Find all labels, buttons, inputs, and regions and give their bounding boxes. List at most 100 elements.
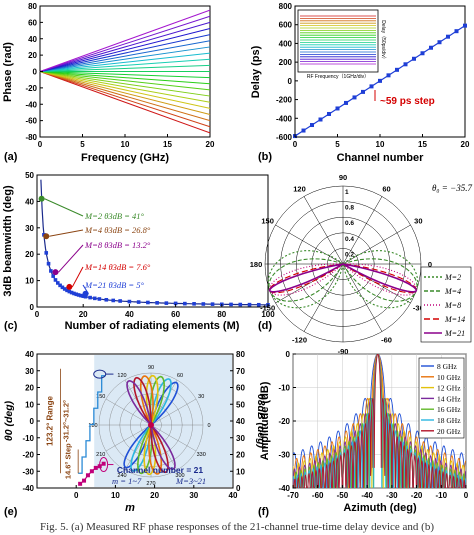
- y-tick-label: -30: [278, 451, 290, 460]
- delay-point: [463, 23, 467, 28]
- inset-frame: [297, 9, 379, 73]
- beamwidth-point: [69, 290, 74, 295]
- x-tick-label: 40: [229, 491, 238, 500]
- y-axis-label: 3dB beamwidth (deg): [2, 185, 14, 297]
- beamwidth-point: [81, 294, 85, 298]
- y-tick-label: 60: [28, 18, 37, 27]
- beamwidth-point: [67, 289, 72, 294]
- inset-pattern-lobe: [149, 422, 176, 471]
- highlight-label: M=4 θ3dB = 26.8°: [84, 225, 151, 235]
- polar-radial-label: 1: [345, 189, 349, 196]
- inset-angle-label: 300: [175, 473, 184, 479]
- x-tick-label: -40: [361, 491, 373, 500]
- beamwidth-point: [192, 302, 196, 306]
- delay-point: [454, 29, 459, 34]
- highlight-label: M=8 θ3dB = 13.2°: [84, 240, 151, 250]
- y-right-tick-label: 40: [236, 417, 245, 426]
- plot-frame: [36, 174, 269, 308]
- inset-grid-spoke: [150, 424, 197, 452]
- delay-point: [310, 123, 314, 128]
- y-tick-label: 600: [279, 21, 293, 30]
- x-tick-label: 100: [261, 310, 275, 319]
- legend-label: 16 GHz: [437, 405, 461, 414]
- polar-angle-label: 60: [382, 185, 390, 194]
- y-tick-label: 50: [25, 171, 34, 180]
- y-tick-label: -20: [278, 417, 290, 426]
- beamwidth-point: [229, 302, 233, 307]
- channel-text: Channel number = 21: [117, 465, 203, 475]
- phase-series-line: [39, 71, 211, 128]
- y-left-tick-label: -10: [22, 434, 34, 443]
- beamwidth-point: [79, 293, 83, 298]
- inset-angle-label: 210: [96, 452, 105, 458]
- beamwidth-point: [78, 481, 83, 486]
- beamwidth-point: [72, 291, 76, 296]
- delay-point: [327, 111, 331, 116]
- inset-angle-label: 180: [88, 423, 97, 429]
- delay-point: [429, 45, 433, 50]
- x-axis-label: Number of radiating elements (M): [65, 320, 240, 332]
- beamwidth-point: [49, 269, 53, 273]
- beamwidth-point: [164, 301, 169, 305]
- polar-angle-label: 0: [428, 260, 432, 269]
- panel-label: (a): [4, 151, 18, 163]
- m-range-text: m = 1~7: [112, 476, 142, 486]
- inset-grid-spoke: [105, 424, 152, 452]
- phase-series-line: [39, 28, 211, 72]
- y-tick-label: 200: [279, 58, 293, 67]
- beamwidth-point: [136, 300, 141, 304]
- highlight-point: [52, 269, 59, 276]
- delay-point: [352, 95, 357, 100]
- inset-pattern-lobe: [145, 374, 159, 428]
- inset-y-label: Delay（50ps/div）: [380, 20, 386, 61]
- legend-label: 18 GHz: [437, 416, 461, 425]
- polar-pattern-lobe: [341, 263, 418, 296]
- inset-pattern-lobe: [143, 422, 157, 476]
- polar-angle-label: -120: [292, 335, 307, 344]
- y-tick-label: 80: [28, 2, 37, 11]
- beamwidth-point: [53, 278, 58, 282]
- legend-label: M=8: [444, 301, 461, 310]
- polar-grid-spoke: [342, 196, 383, 265]
- x-tick-label: -20: [411, 491, 423, 500]
- beamwidth-point: [82, 478, 87, 483]
- x-tick-label: 15: [418, 140, 427, 149]
- delay-point: [369, 84, 374, 89]
- highlight-arrow: [82, 284, 89, 295]
- y-tick-label: 10: [25, 277, 34, 286]
- x-tick-label: 0: [464, 491, 469, 500]
- delay-point: [361, 89, 365, 94]
- y-right-tick-label: 30: [236, 434, 245, 443]
- legend-label: 20 GHz: [437, 427, 461, 436]
- beamwidth-point: [127, 299, 132, 304]
- inset-pattern-lobe: [149, 378, 172, 428]
- delay-point: [446, 34, 450, 39]
- y-right-tick-label: 60: [236, 384, 245, 393]
- inset-angle-label: 60: [177, 373, 183, 379]
- polar-angle-label: -90: [338, 347, 349, 356]
- phase-series-line: [39, 71, 211, 79]
- beamwidth-point: [92, 296, 97, 301]
- beamwidth-point: [256, 302, 261, 307]
- polar-angle-label: 120: [293, 185, 306, 194]
- x-tick-label: 5: [335, 140, 340, 149]
- polar-grid-spoke: [342, 224, 411, 265]
- inset-pattern-lobe: [150, 422, 169, 474]
- y-right-tick-label: 10: [236, 467, 245, 476]
- phase-series-line: [39, 71, 211, 134]
- panel-label: (f): [258, 506, 269, 518]
- inset-angle-label: 0: [207, 423, 210, 429]
- beamwidth-point: [55, 281, 60, 285]
- panel-a: 0 5 10 15 20 -80 -60 -40 -20 0 20 40 60 80 Frequency (…: [2, 2, 215, 164]
- x-axis-label: Frequency (GHz): [81, 152, 169, 164]
- x-tick-label: 10: [121, 140, 130, 149]
- polar-radial-label: 0.8: [345, 205, 354, 212]
- x-tick-label: 10: [111, 491, 120, 500]
- x-tick-label: -10: [436, 491, 448, 500]
- y-tick-label: -10: [278, 384, 290, 393]
- panel-b: RF Frequency（1GHz/div） Delay（50ps/div） ~59…: [250, 2, 470, 164]
- polar-grid-spoke: [275, 224, 344, 265]
- beamwidth-point: [62, 287, 67, 291]
- highlight-label: M=2 θ3dB = 41°: [84, 211, 145, 221]
- panel-c: M=2 θ3dB = 41° M=4 θ3dB = 26.8° M=8 θ3dB =…: [2, 171, 275, 332]
